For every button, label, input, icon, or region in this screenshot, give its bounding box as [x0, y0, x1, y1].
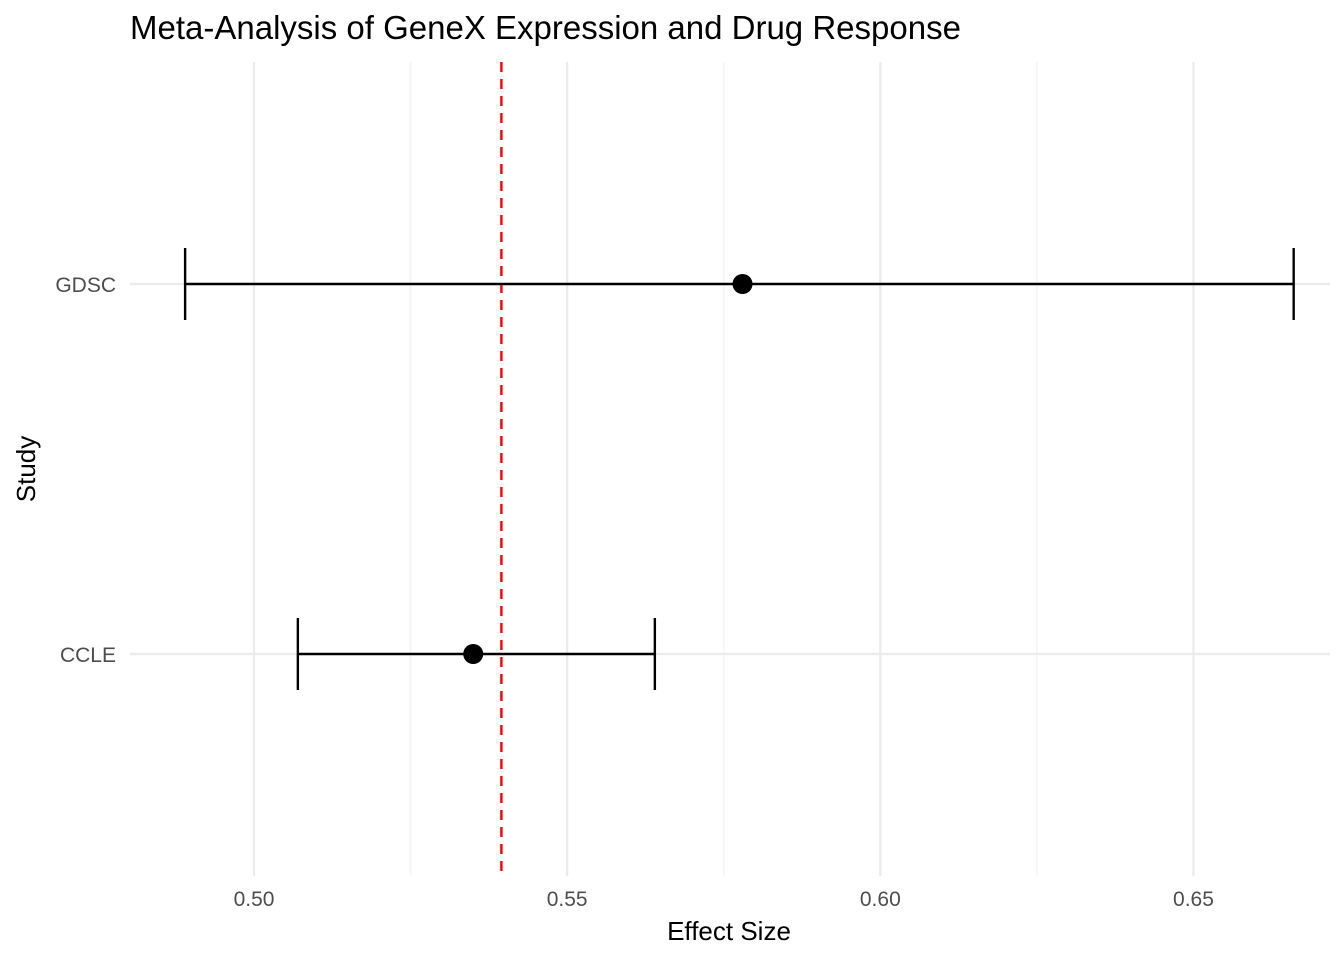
chart-title: Meta-Analysis of GeneX Expression and Dr…: [130, 9, 961, 46]
x-tick-label: 0.65: [1173, 888, 1214, 911]
marks: [183, 248, 1295, 690]
point-gdsc: [732, 274, 753, 294]
grid: [130, 62, 1330, 876]
y-axis-ticks: CCLE GDSC: [55, 274, 116, 667]
point-ccle: [463, 644, 484, 664]
study-ccle: [296, 618, 657, 690]
x-axis-label: Effect Size: [667, 916, 791, 946]
y-tick-label: GDSC: [55, 274, 116, 297]
study-gdsc: [183, 248, 1295, 320]
x-tick-label: 0.60: [860, 888, 901, 911]
y-axis-label: Study: [11, 436, 41, 503]
x-tick-label: 0.55: [547, 888, 588, 911]
x-tick-label: 0.50: [234, 888, 275, 911]
x-axis-ticks: 0.50 0.55 0.60 0.65: [234, 888, 1214, 911]
y-tick-label: CCLE: [60, 644, 116, 667]
